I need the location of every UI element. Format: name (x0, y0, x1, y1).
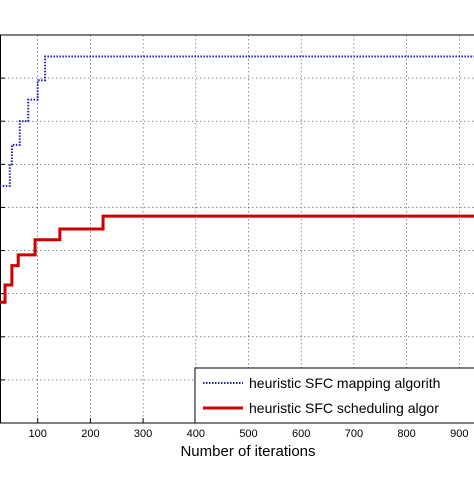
x-tick-label: 500 (239, 428, 257, 440)
x-tick-label: 800 (397, 428, 415, 440)
x-tick-label: 600 (292, 428, 310, 440)
x-tick-label: 200 (81, 428, 99, 440)
x-tick-label: 900 (450, 428, 468, 440)
x-tick-label: 300 (134, 428, 152, 440)
x-tick-label: 400 (187, 428, 205, 440)
legend-label: heuristic SFC scheduling algor (249, 400, 439, 416)
x-tick-label: 100 (29, 428, 47, 440)
legend-label: heuristic SFC mapping algorith (249, 375, 440, 391)
x-tick-label: 700 (345, 428, 363, 440)
x-axis-label: Number of iterations (180, 443, 315, 460)
